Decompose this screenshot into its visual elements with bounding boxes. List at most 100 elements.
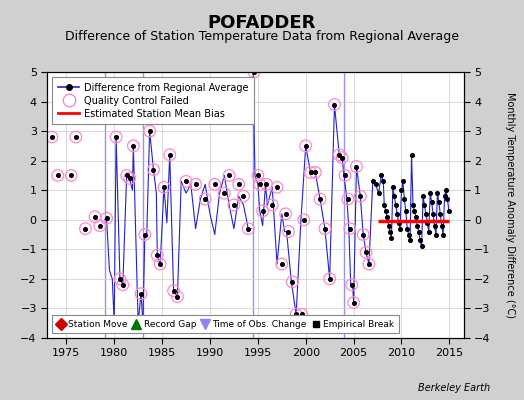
- Point: [420, 202, 429, 208]
- Point: [399, 178, 407, 184]
- Point: [123, 172, 131, 179]
- Point: [72, 134, 80, 140]
- Point: [116, 276, 124, 282]
- Point: [67, 172, 75, 179]
- Point: [301, 143, 310, 149]
- Point: [338, 154, 346, 161]
- Point: [112, 134, 121, 140]
- Point: [48, 134, 56, 140]
- Point: [362, 249, 370, 256]
- Point: [346, 226, 354, 232]
- Point: [201, 196, 210, 202]
- Point: [307, 169, 315, 176]
- Point: [116, 276, 124, 282]
- Point: [288, 279, 297, 285]
- Point: [250, 69, 258, 75]
- Point: [365, 261, 373, 267]
- Point: [153, 252, 161, 258]
- Point: [169, 288, 178, 294]
- Point: [134, 320, 143, 326]
- Point: [412, 214, 420, 220]
- Text: Difference of Station Temperature Data from Regional Average: Difference of Station Temperature Data f…: [65, 30, 459, 43]
- Point: [91, 214, 99, 220]
- Point: [263, 181, 271, 188]
- Point: [160, 184, 168, 190]
- Point: [383, 214, 391, 220]
- Point: [146, 128, 154, 134]
- Point: [316, 196, 324, 202]
- Point: [149, 166, 158, 173]
- Point: [256, 181, 264, 188]
- Point: [386, 228, 394, 235]
- Point: [137, 290, 145, 297]
- Point: [53, 172, 62, 179]
- Point: [374, 190, 383, 196]
- Point: [311, 169, 320, 176]
- Point: [379, 178, 387, 184]
- Point: [356, 193, 365, 199]
- Point: [250, 69, 258, 75]
- Point: [330, 101, 339, 108]
- Point: [298, 311, 306, 318]
- Point: [397, 187, 406, 194]
- Point: [365, 261, 373, 267]
- Point: [368, 178, 377, 184]
- Point: [416, 237, 424, 244]
- Point: [129, 143, 137, 149]
- Point: [288, 279, 297, 285]
- Point: [341, 172, 349, 179]
- Point: [395, 220, 403, 226]
- Point: [401, 208, 410, 214]
- Point: [191, 181, 200, 188]
- Point: [356, 193, 365, 199]
- Point: [169, 288, 178, 294]
- Point: [140, 231, 149, 238]
- Point: [281, 211, 290, 217]
- Point: [426, 190, 434, 196]
- Point: [173, 294, 182, 300]
- Point: [359, 231, 367, 238]
- Point: [344, 196, 352, 202]
- Point: [230, 202, 238, 208]
- Point: [292, 311, 300, 318]
- Point: [118, 282, 127, 288]
- Point: [439, 231, 447, 238]
- Point: [391, 202, 400, 208]
- Point: [344, 196, 352, 202]
- Point: [436, 211, 444, 217]
- Point: [235, 181, 243, 188]
- Point: [81, 226, 90, 232]
- Point: [419, 193, 427, 199]
- Point: [335, 152, 343, 158]
- Point: [254, 172, 262, 179]
- Point: [278, 261, 286, 267]
- Point: [429, 211, 438, 217]
- Point: [239, 193, 248, 199]
- Point: [300, 216, 308, 223]
- Point: [410, 208, 419, 214]
- Point: [346, 226, 354, 232]
- Point: [156, 261, 165, 267]
- Point: [413, 222, 421, 229]
- Point: [352, 163, 361, 170]
- Point: [423, 220, 432, 226]
- Point: [258, 208, 267, 214]
- Point: [220, 190, 228, 196]
- Point: [445, 208, 453, 214]
- Point: [389, 184, 397, 190]
- Point: [137, 290, 145, 297]
- Point: [268, 202, 276, 208]
- Point: [443, 196, 452, 202]
- Point: [298, 311, 306, 318]
- Point: [381, 208, 390, 214]
- Point: [377, 172, 386, 179]
- Point: [300, 216, 308, 223]
- Point: [201, 196, 210, 202]
- Point: [211, 181, 219, 188]
- Point: [347, 282, 356, 288]
- Point: [220, 190, 228, 196]
- Point: [407, 152, 416, 158]
- Point: [440, 193, 449, 199]
- Point: [335, 152, 343, 158]
- Point: [442, 187, 450, 194]
